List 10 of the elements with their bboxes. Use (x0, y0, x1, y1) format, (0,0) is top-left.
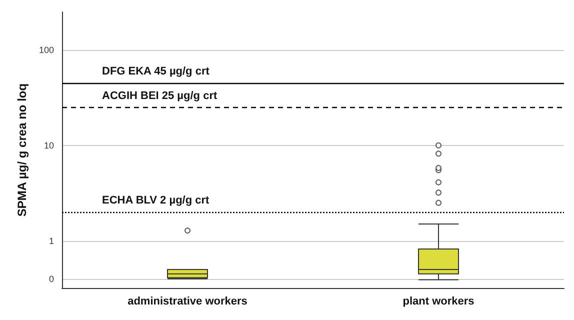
y-tick-label: 100 (38, 44, 54, 55)
ref-line-label: DFG EKA 45 µg/g crt (102, 66, 210, 78)
ref-line-label: ECHA BLV 2 µg/g crt (102, 194, 210, 207)
y-tick-label: 10 (44, 140, 54, 150)
x-tick-label: administrative workers (128, 296, 248, 308)
x-tick-label: plant workers (402, 296, 474, 308)
y-axis-title: SPMA µg/ g crea no loq (15, 83, 29, 217)
ref-line-label: ACGIH BEI 25 µg/g crt (102, 90, 218, 102)
y-tick-label: 0 (48, 274, 54, 284)
y-tick-label: 1 (48, 236, 54, 246)
